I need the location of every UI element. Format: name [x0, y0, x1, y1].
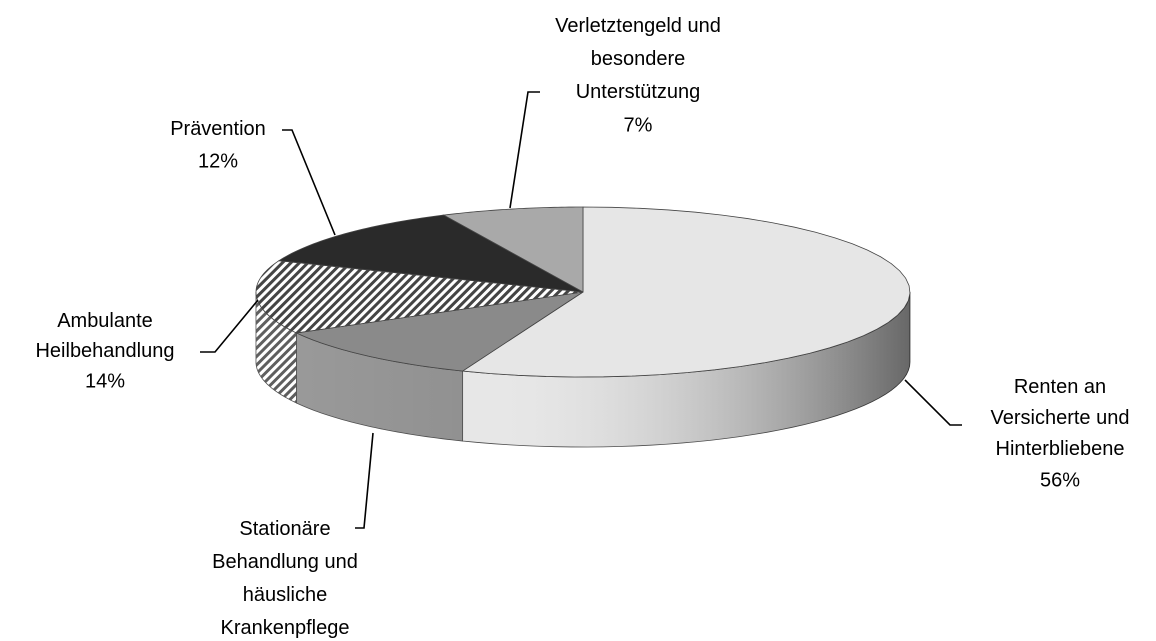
slice	[461, 206, 911, 378]
leader-line	[509, 91, 540, 209]
category-label-line: Unterstützung	[576, 81, 701, 103]
category-label-line: Heilbehandlung	[35, 340, 174, 362]
value-label: 56%	[1040, 469, 1080, 491]
category-label-line: Behandlung und	[212, 551, 358, 573]
value-label: 12%	[198, 150, 238, 172]
slice-side-shade	[296, 332, 463, 442]
category-label-line: häusliche	[243, 584, 328, 606]
value-label: 7%	[624, 114, 653, 136]
category-label-line: Prävention	[170, 118, 266, 140]
category-label-line: Krankenpflege	[221, 617, 350, 639]
labels: Renten an Versicherte und Hinterbliebene 56…	[35, 15, 1130, 639]
category-label: Prävention	[170, 118, 266, 140]
category-label-line: Renten an	[1014, 376, 1106, 398]
leader-line	[904, 379, 962, 426]
category-label-line: Versicherte und	[991, 407, 1130, 429]
pie-tops	[255, 206, 911, 378]
leader-line	[355, 432, 374, 529]
slice	[277, 214, 584, 293]
slice	[255, 260, 584, 334]
slice	[442, 206, 584, 293]
value-label: 14%	[85, 370, 125, 392]
category-label: Verletztengeld und besondere Unterstützung	[555, 15, 721, 103]
slice-side-shade	[256, 292, 297, 403]
category-label-line: Stationäre	[239, 518, 330, 540]
slice	[295, 291, 584, 372]
category-label-line: Hinterbliebene	[996, 438, 1125, 460]
category-label-line: Ambulante	[57, 310, 153, 332]
leader-line	[282, 129, 336, 236]
category-label: Ambulante Heilbehandlung	[35, 310, 174, 362]
slice-side-shade	[462, 292, 910, 447]
category-label-line: Verletztengeld und	[555, 15, 721, 37]
leader-line	[200, 299, 259, 353]
category-label: Stationäre Behandlung und häusliche Kranken…	[212, 518, 358, 639]
category-label: Renten an Versicherte und Hinterbliebene	[991, 376, 1130, 460]
category-label-line: besondere	[591, 48, 686, 70]
pie-sides	[255, 291, 911, 448]
